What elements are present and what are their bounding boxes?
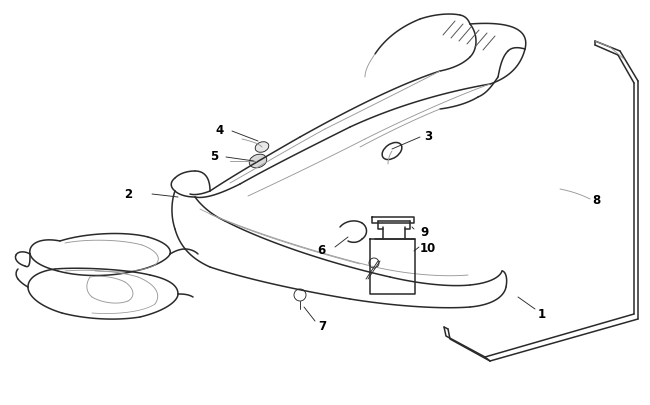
Text: 5: 5 (210, 149, 218, 162)
Text: 4: 4 (216, 123, 224, 136)
Ellipse shape (249, 155, 266, 168)
Text: 2: 2 (124, 187, 132, 200)
Text: 8: 8 (592, 193, 600, 206)
Text: 10: 10 (420, 241, 436, 254)
Ellipse shape (255, 143, 269, 153)
Text: 7: 7 (318, 319, 326, 332)
Text: 3: 3 (424, 129, 432, 142)
Text: 6: 6 (317, 243, 325, 256)
Text: 9: 9 (420, 225, 428, 238)
Text: 1: 1 (538, 307, 546, 320)
